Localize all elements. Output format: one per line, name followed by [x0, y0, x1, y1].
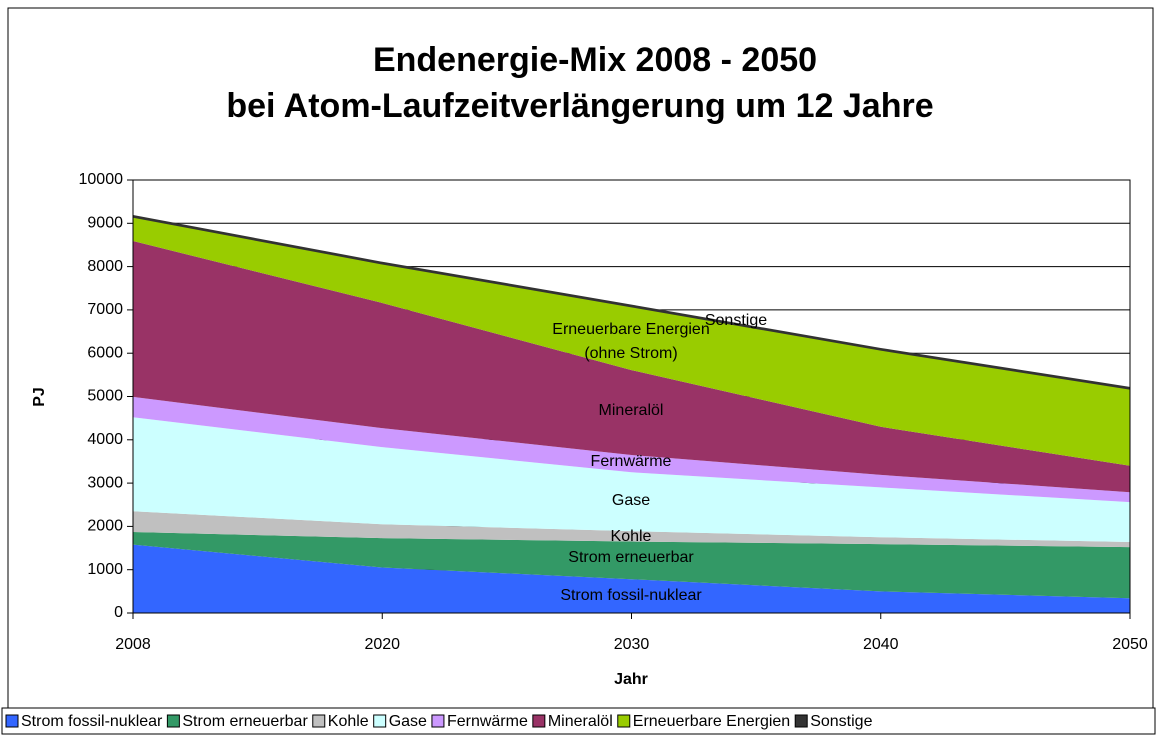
legend-label: Fernwärme	[447, 713, 528, 730]
legend-label: Erneuerbare Energien	[633, 713, 790, 730]
x-tick-label: 2040	[863, 636, 899, 653]
legend-swatch	[431, 714, 445, 728]
annotation: Erneuerbare Energien	[552, 321, 709, 338]
y-tick-label: 6000	[87, 344, 123, 361]
legend-label: Strom erneuerbar	[182, 713, 308, 730]
area	[133, 241, 1130, 493]
y-tick-label: 9000	[87, 215, 123, 232]
legend-label: Gase	[389, 713, 427, 730]
chart-subtitle: bei Atom-Laufzeitverlängerung um 12 Jahr…	[226, 87, 933, 125]
annotation: Strom fossil-nuklear	[560, 587, 702, 604]
annotation: Mineralöl	[599, 402, 664, 419]
area	[133, 217, 1130, 466]
area	[133, 417, 1130, 542]
area	[133, 532, 1130, 599]
legend-box	[1, 707, 1156, 735]
legend-swatch	[166, 714, 180, 728]
y-axis-label: PJ	[31, 387, 48, 407]
legend-swatch	[617, 714, 631, 728]
y-tick-label: 1000	[87, 561, 123, 578]
legend-label: Sonstige	[810, 713, 872, 730]
x-tick-label: 2030	[614, 636, 650, 653]
y-tick-label: 8000	[87, 258, 123, 275]
y-tick-label: 5000	[87, 388, 123, 405]
legend-swatch	[373, 714, 387, 728]
annotation: Fernwärme	[591, 453, 672, 470]
area	[133, 544, 1130, 613]
y-tick-label: 0	[114, 604, 123, 621]
annotation: Strom erneuerbar	[568, 549, 694, 566]
legend-swatch	[532, 714, 546, 728]
y-tick-label: 4000	[87, 431, 123, 448]
legend-label: Kohle	[328, 713, 369, 730]
y-tick-label: 2000	[87, 518, 123, 535]
legend-label: Strom fossil-nuklear	[21, 713, 163, 730]
y-tick-label: 7000	[87, 301, 123, 318]
annotation: (ohne Strom)	[584, 345, 677, 362]
y-tick-label: 3000	[87, 474, 123, 491]
x-axis-label: Jahr	[614, 671, 648, 688]
y-tick-label: 10000	[79, 171, 124, 188]
x-tick-label: 2020	[364, 636, 400, 653]
annotation: Kohle	[611, 528, 652, 545]
legend-swatch	[794, 714, 808, 728]
area	[133, 511, 1130, 548]
x-tick-label: 2050	[1112, 636, 1148, 653]
chart-title: Endenergie-Mix 2008 - 2050	[373, 41, 817, 79]
x-tick-label: 2008	[115, 636, 151, 653]
annotation: Gase	[612, 492, 650, 509]
legend-label: Mineralöl	[548, 713, 613, 730]
area	[133, 396, 1130, 503]
legend-swatch	[5, 714, 19, 728]
legend-swatch	[312, 714, 326, 728]
annotation: Sonstige	[705, 312, 767, 329]
